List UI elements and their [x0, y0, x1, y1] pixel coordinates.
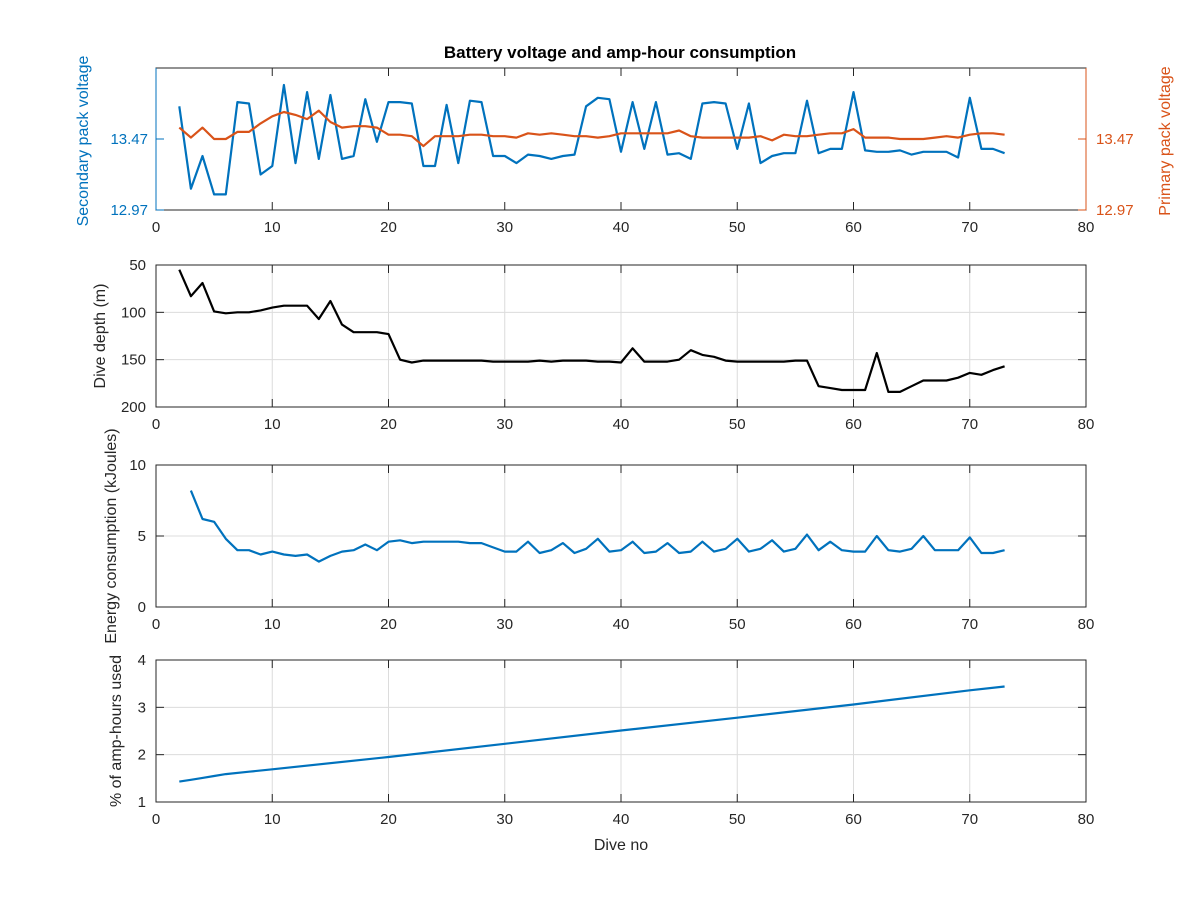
y-tick-label: 1 [138, 794, 146, 811]
series-line-1 [178, 269, 1005, 393]
y-tick-label: 3 [138, 699, 146, 716]
y-tick-label: 2 [138, 747, 146, 764]
x-tick-label: 70 [961, 616, 978, 633]
series-line-1 [178, 83, 1005, 196]
y-tick-label: 100 [121, 304, 146, 321]
x-axis-label: Dive no [594, 837, 648, 854]
x-tick-label: 60 [845, 811, 862, 828]
y-tick-label: 4 [138, 652, 146, 669]
series-line-1 [189, 490, 1005, 563]
y-tick-label: 50 [129, 257, 146, 274]
y-tick-label: 5 [138, 528, 146, 545]
x-tick-label: 50 [729, 416, 746, 433]
x-tick-label: 30 [496, 616, 513, 633]
x-tick-label: 60 [845, 219, 862, 236]
y-axis-label-left: Secondary pack voltage [75, 56, 92, 227]
x-tick-label: 70 [961, 811, 978, 828]
x-tick-label: 20 [380, 811, 397, 828]
x-tick-label: 60 [845, 416, 862, 433]
panel-4: 0 10 20 30 40 50 60 70 80 1 2 3 4 % of amp-hours used… [108, 652, 1094, 854]
y-axis-label: Energy consumption (kJoules) [103, 428, 120, 643]
x-tick-label: 0 [152, 219, 160, 236]
y-axis-label: Dive depth (m) [92, 284, 109, 389]
x-tick-label: 0 [152, 616, 160, 633]
series-line-1 [179, 685, 1005, 783]
y-tick-label-right: 13.47 [1096, 131, 1134, 148]
x-tick-label: 50 [729, 219, 746, 236]
panel-2: 0 10 20 30 40 50 60 70 80 50 100 150 200 Dive depth (… [92, 257, 1094, 433]
x-tick-label: 20 [380, 416, 397, 433]
x-tick-label: 20 [380, 219, 397, 236]
x-tick-label: 70 [961, 416, 978, 433]
axes-box [155, 67, 1087, 211]
y-tick-label: 0 [138, 599, 146, 616]
x-tick-label: 40 [613, 616, 630, 633]
x-tick-label: 70 [961, 219, 978, 236]
y-tick-label-left: 13.47 [110, 131, 148, 148]
x-tick-label: 50 [729, 616, 746, 633]
x-tick-label: 20 [380, 616, 397, 633]
panel-1: 0 10 20 30 40 50 60 70 8012.9713.4712.9713.47Sec… [75, 56, 1174, 236]
y-tick-label-right: 12.97 [1096, 202, 1134, 219]
x-tick-label: 0 [152, 811, 160, 828]
y-tick-label: 200 [121, 399, 146, 416]
y-tick-label: 10 [129, 457, 146, 474]
x-tick-label: 0 [152, 416, 160, 433]
x-tick-label: 80 [1078, 811, 1095, 828]
y-axis-label: % of amp-hours used [108, 655, 125, 807]
x-tick-label: 80 [1078, 416, 1095, 433]
x-tick-label: 30 [496, 811, 513, 828]
x-tick-label: 10 [264, 616, 281, 633]
x-tick-label: 80 [1078, 616, 1095, 633]
chart-panels: 0 10 20 30 40 50 60 70 8012.9713.4712.9713.47Sec… [75, 56, 1174, 854]
x-tick-label: 30 [496, 416, 513, 433]
x-tick-label: 40 [613, 219, 630, 236]
x-tick-label: 80 [1078, 219, 1095, 236]
x-tick-label: 40 [613, 416, 630, 433]
x-tick-label: 60 [845, 616, 862, 633]
x-tick-label: 10 [264, 219, 281, 236]
figure-title: Battery voltage and amp-hour consumption [444, 43, 796, 62]
x-tick-label: 30 [496, 219, 513, 236]
y-tick-label-left: 12.97 [110, 202, 148, 219]
x-tick-label: 10 [264, 416, 281, 433]
x-tick-label: 50 [729, 811, 746, 828]
y-tick-label: 150 [121, 352, 146, 369]
y-axis-label-right: Primary pack voltage [1157, 66, 1174, 215]
x-tick-label: 40 [613, 811, 630, 828]
series-line-2 [178, 109, 1005, 148]
panel-3: 0 10 20 30 40 50 60 70 80 0 5 10 Energy consumption … [103, 428, 1094, 643]
x-tick-label: 10 [264, 811, 281, 828]
